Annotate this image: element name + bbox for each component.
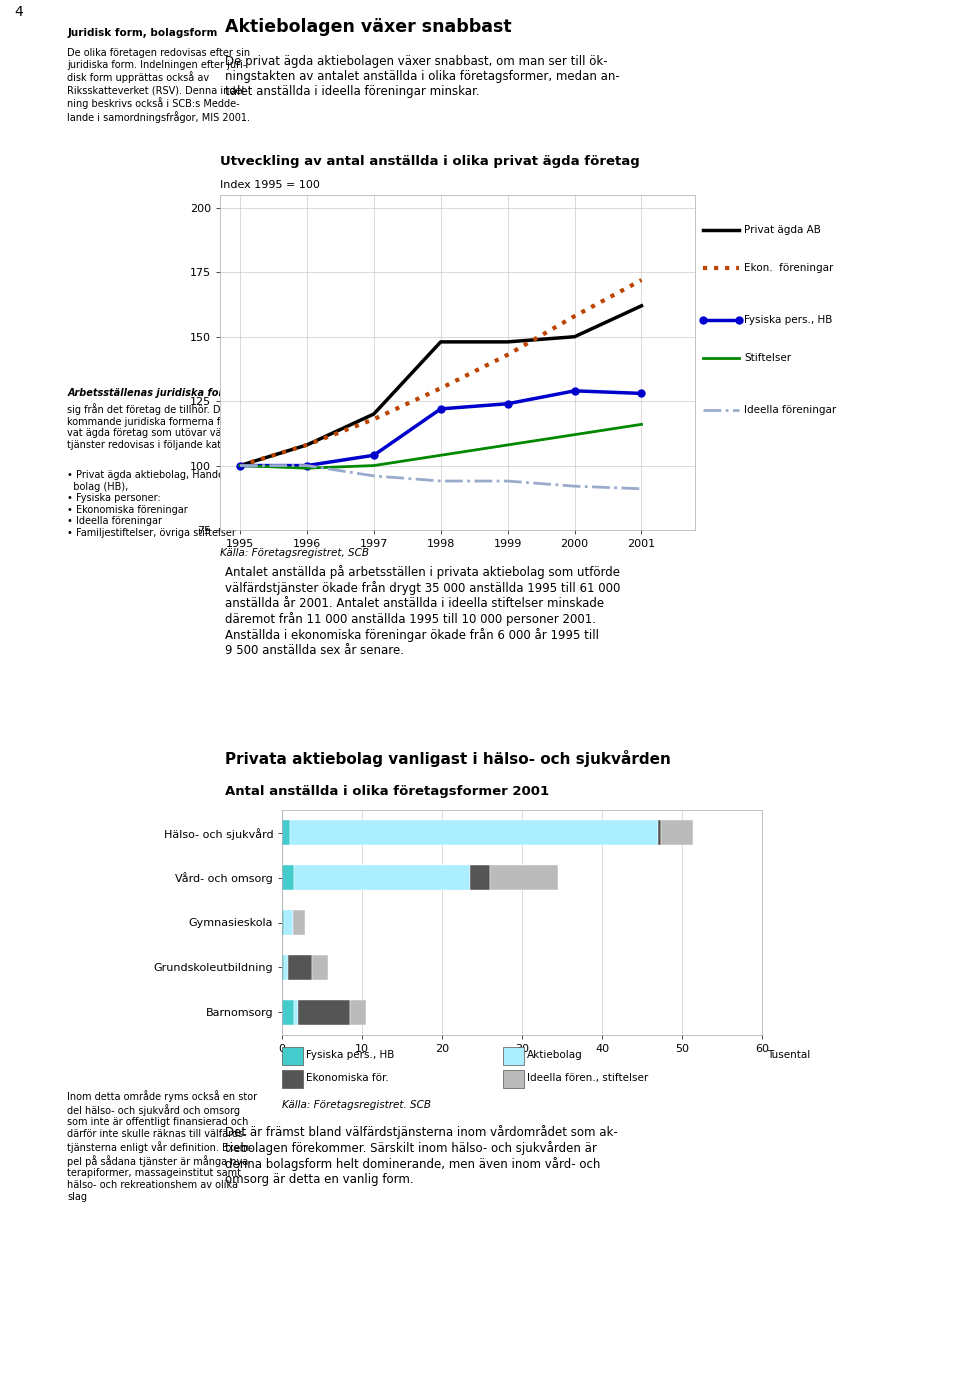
Bar xyxy=(299,1000,350,1025)
Bar xyxy=(282,865,294,890)
Text: Aktiebolagen växer snabbast: Aktiebolagen växer snabbast xyxy=(225,18,512,36)
Text: Fysiska pers., HB: Fysiska pers., HB xyxy=(306,1050,395,1060)
Bar xyxy=(660,820,693,846)
Bar xyxy=(282,956,284,979)
Text: Arbetsställenas juridiska form: Arbetsställenas juridiska form xyxy=(67,389,233,398)
Text: sig från det företag de tillhör. De före-
kommande juridiska formerna för pri-
v: sig från det företag de tillhör. De före… xyxy=(67,403,259,450)
Text: 4: 4 xyxy=(14,6,23,20)
Text: Fysiska pers., HB: Fysiska pers., HB xyxy=(744,315,832,325)
Bar xyxy=(284,956,288,979)
Bar xyxy=(294,910,305,935)
Text: Källa: Företagsregistret. SCB: Källa: Företagsregistret. SCB xyxy=(282,1100,431,1110)
Bar xyxy=(294,865,470,890)
Text: Index 1995 = 100: Index 1995 = 100 xyxy=(220,180,320,189)
Text: Källa: Företagsregistret, SCB: Källa: Företagsregistret, SCB xyxy=(220,547,369,559)
Bar xyxy=(312,956,328,979)
Text: Privata aktiebolag vanligast i hälso- och sjukvården: Privata aktiebolag vanligast i hälso- oc… xyxy=(225,749,670,768)
Bar xyxy=(284,910,294,935)
Text: De privat ägda aktiebolagen växer snabbast, om man ser till ök-
ningstakten av a: De privat ägda aktiebolagen växer snabba… xyxy=(225,54,619,98)
Text: Ideella fören., stiftelser: Ideella fören., stiftelser xyxy=(527,1073,648,1082)
Text: Utveckling av antal anställda i olika privat ägda företag: Utveckling av antal anställda i olika pr… xyxy=(220,155,639,169)
Text: Ekonomiska för.: Ekonomiska för. xyxy=(306,1073,389,1082)
Text: Aktiebolag: Aktiebolag xyxy=(527,1050,583,1060)
Bar xyxy=(282,910,284,935)
Text: Antalet anställda på arbetsställen i privata aktiebolag som utförde
välfärdstjän: Antalet anställda på arbetsställen i pri… xyxy=(225,566,620,657)
Text: Ekon.  föreningar: Ekon. föreningar xyxy=(744,263,833,273)
Text: Antal anställda i olika företagsformer 2001: Antal anställda i olika företagsformer 2… xyxy=(225,786,549,798)
Bar xyxy=(294,1000,299,1025)
Text: • Privat ägda aktiebolag, Handels-
  bolag (HB),
• Fysiska personer:
• Ekonomisk: • Privat ägda aktiebolag, Handels- bolag… xyxy=(67,469,236,538)
Bar xyxy=(350,1000,367,1025)
Bar xyxy=(659,820,660,846)
Bar xyxy=(282,1000,294,1025)
Text: Ideella föreningar: Ideella föreningar xyxy=(744,405,836,415)
Text: Privat ägda AB: Privat ägda AB xyxy=(744,226,821,235)
Text: härrör: härrör xyxy=(240,389,273,398)
Bar xyxy=(470,865,491,890)
Text: De olika företagen redovisas efter sin
juridiska form. Indelningen efter juri-
d: De olika företagen redovisas efter sin j… xyxy=(67,47,251,123)
Text: Stiftelser: Stiftelser xyxy=(744,352,791,364)
Text: Juridisk form, bolagsform: Juridisk form, bolagsform xyxy=(67,28,218,38)
Text: Det är främst bland välfärdstjänsterna inom vårdområdet som ak-
tiebolagen förek: Det är främst bland välfärdstjänsterna i… xyxy=(225,1126,617,1187)
Bar xyxy=(290,820,659,846)
Text: Inom detta område ryms också en stor
del hälso- och sjukvård och omsorg
som inte: Inom detta område ryms också en stor del… xyxy=(67,1089,257,1202)
Bar xyxy=(282,820,290,846)
Bar xyxy=(288,956,312,979)
Bar xyxy=(491,865,559,890)
Text: Tusental: Tusental xyxy=(767,1050,810,1060)
